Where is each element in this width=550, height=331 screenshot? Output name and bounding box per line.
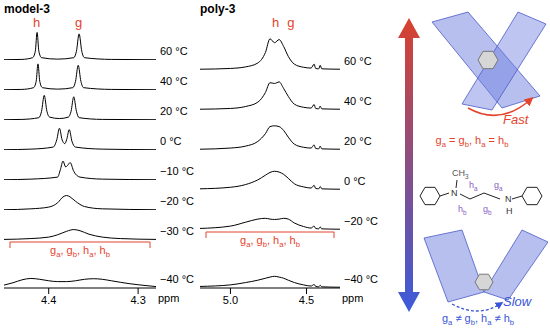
svg-text:Fast: Fast: [503, 112, 530, 127]
html-text:−40 °C: −40 °C: [344, 273, 379, 285]
html-text:ppm: ppm: [158, 292, 180, 304]
html-text:60 °C: 60 °C: [344, 55, 372, 67]
svg-text:ga ≠ gb, ha ≠ hb: ga ≠ gb, ha ≠ hb: [442, 312, 514, 327]
html-text:20 °C: 20 °C: [160, 105, 188, 117]
html-text:g: g: [287, 15, 295, 30]
svg-text:N: N: [505, 194, 512, 204]
svg-text:Slow: Slow: [503, 294, 533, 309]
html-text:20 °C: 20 °C: [344, 135, 372, 147]
html-text:ppm: ppm: [342, 292, 364, 304]
svg-text:4.3: 4.3: [130, 294, 145, 306]
html-text:ga, gb, ha, hb: ga, gb, ha, hb: [240, 234, 300, 250]
html-text:model-3: model-3: [4, 2, 50, 16]
html-text:−10 °C: −10 °C: [160, 165, 195, 177]
svg-text:5.0: 5.0: [223, 294, 238, 306]
html-text:60 °C: 60 °C: [160, 45, 188, 57]
html-text:0 °C: 0 °C: [160, 135, 182, 147]
svg-text:ga = gb, ha = hb: ga = gb, ha = hb: [436, 134, 509, 149]
html-text:−30 °C: −30 °C: [160, 225, 195, 237]
svg-text:gb: gb: [483, 204, 492, 216]
html-text:poly-3: poly-3: [200, 2, 236, 16]
svg-text:CH3: CH3: [452, 168, 469, 180]
html-text:ga, gb, ha, hb: ga, gb, ha, hb: [50, 244, 110, 260]
html-text:−20 °C: −20 °C: [344, 215, 379, 227]
svg-text:hb: hb: [458, 204, 467, 216]
html-text:0 °C: 0 °C: [344, 175, 366, 187]
svg-text:ha: ha: [469, 180, 478, 192]
html-text:40 °C: 40 °C: [160, 75, 188, 87]
html-text:40 °C: 40 °C: [344, 95, 372, 107]
svg-text:N: N: [451, 188, 458, 198]
svg-text:H: H: [506, 206, 513, 216]
html-text:−40 °C: −40 °C: [160, 273, 195, 285]
html-text:g: g: [75, 15, 83, 30]
html-text:−20 °C: −20 °C: [160, 195, 195, 207]
svg-text:4.5: 4.5: [299, 294, 314, 306]
svg-text:ga: ga: [494, 180, 503, 192]
html-text:h: h: [33, 15, 41, 30]
html-text:h: h: [272, 15, 280, 30]
svg-text:4.4: 4.4: [41, 294, 56, 306]
